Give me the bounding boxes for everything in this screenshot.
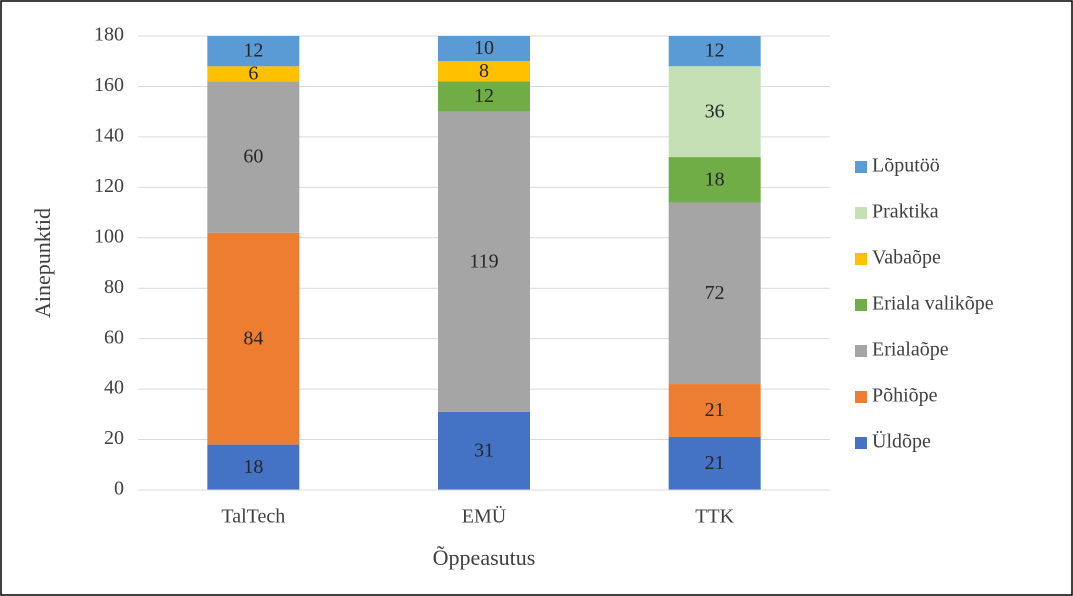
y-tick-label: 80	[104, 276, 124, 298]
y-tick-label: 120	[94, 175, 124, 197]
data-label: 12	[243, 40, 263, 62]
y-tick-label: 100	[94, 225, 124, 247]
legend-label: Praktika	[872, 201, 939, 223]
data-label: 36	[705, 100, 725, 122]
bar-segment	[438, 36, 530, 62]
bar-segment	[438, 411, 530, 490]
legend-label: Eriala valikõpe	[872, 293, 994, 315]
y-tick-label: 40	[104, 377, 124, 399]
legend-swatch	[855, 253, 867, 265]
data-label: 119	[469, 250, 498, 272]
data-label: 72	[705, 282, 725, 304]
y-tick-label: 60	[104, 326, 124, 348]
data-label: 84	[243, 327, 263, 349]
bar-segment	[207, 81, 300, 233]
x-tick-label: EMÜ	[462, 505, 507, 528]
bar-segment	[207, 66, 300, 82]
bar-segment	[438, 111, 530, 412]
bar-segment	[668, 437, 761, 490]
bar-segment	[668, 157, 761, 203]
data-label: 8	[479, 60, 489, 82]
y-tick-label: 20	[104, 427, 124, 449]
y-tick-label: 140	[94, 124, 124, 146]
y-tick-label: 160	[94, 74, 124, 96]
bar-segment	[207, 36, 300, 67]
bar-segment	[207, 444, 300, 490]
data-label: 21	[705, 399, 725, 421]
bar-segment	[668, 36, 761, 67]
legend-swatch	[855, 161, 867, 173]
bar-segment	[438, 61, 530, 82]
bar-segment	[207, 232, 300, 445]
y-tick-label: 0	[114, 478, 124, 500]
x-tick-label: TTK	[695, 506, 734, 528]
data-label: 12	[705, 40, 725, 62]
legend-swatch	[855, 207, 867, 219]
data-label: 12	[474, 85, 494, 107]
bar-segment	[668, 384, 761, 438]
legend-swatch	[855, 345, 867, 357]
data-label: 21	[705, 452, 725, 474]
data-label: 18	[243, 456, 263, 478]
legend-swatch	[855, 437, 867, 449]
y-axis-title: Ainepunktid	[30, 208, 55, 318]
x-axis-title: Õppeasutus	[433, 545, 536, 570]
data-label: 18	[705, 168, 725, 190]
legend-label: Vabaõpe	[872, 247, 941, 269]
data-label: 6	[248, 62, 258, 84]
data-label: 60	[243, 146, 263, 168]
legend-swatch	[855, 391, 867, 403]
data-label: 31	[474, 439, 494, 461]
bar-segment	[668, 202, 761, 385]
bar-segment	[438, 81, 530, 112]
bar-segment	[668, 66, 761, 158]
legend-label: Erialaõpe	[872, 339, 949, 361]
legend-swatch	[855, 299, 867, 311]
data-label: 10	[474, 37, 494, 59]
legend-label: Lõputöö	[872, 155, 940, 177]
legend-label: Põhiõpe	[872, 385, 938, 407]
y-tick-label: 180	[94, 24, 124, 46]
x-tick-label: TalTech	[221, 506, 285, 528]
legend-label: Üldõpe	[872, 430, 931, 453]
